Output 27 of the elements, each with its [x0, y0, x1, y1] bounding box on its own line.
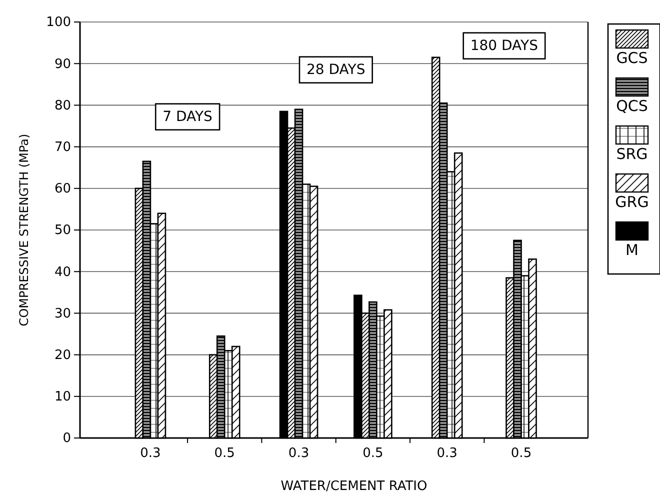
y-tick-label: 70	[54, 140, 71, 155]
y-tick-label: 20	[54, 348, 71, 363]
legend-label: GCS	[616, 49, 648, 67]
annotation: 28 DAYS	[306, 62, 366, 78]
y-tick-label: 0	[62, 431, 71, 446]
y-tick-label: 10	[54, 390, 71, 405]
legend-label: SRG	[616, 145, 648, 163]
y-tick-label: 90	[54, 56, 71, 72]
y-tick-label: 100	[46, 15, 71, 30]
x-tick-label: 0.5	[362, 446, 384, 462]
legend-label: QCS	[616, 97, 648, 115]
x-tick-label: 0.5	[214, 446, 235, 462]
y-tick-label: 30	[54, 306, 71, 322]
x-tick-label: 0.3	[436, 446, 458, 462]
y-tick-label: 40	[54, 264, 71, 280]
legend-label: M	[626, 241, 638, 259]
y-axis-title: COMPRESSIVE STRENGTH (MPa)	[17, 134, 31, 326]
x-tick-label: 0.3	[288, 446, 310, 462]
x-tick-label: 0.5	[510, 446, 532, 462]
y-tick-label: 80	[54, 98, 71, 114]
x-axis-title: WATER/CEMENT RATIO	[280, 479, 428, 494]
annotation: 180 DAYS	[470, 38, 538, 54]
annotation: 7 DAYS	[162, 108, 213, 125]
legend-label: GRG	[615, 193, 649, 211]
x-tick-label: 0.3	[140, 446, 161, 462]
y-tick-label: 50	[54, 223, 71, 238]
y-tick-label: 60	[54, 182, 71, 197]
